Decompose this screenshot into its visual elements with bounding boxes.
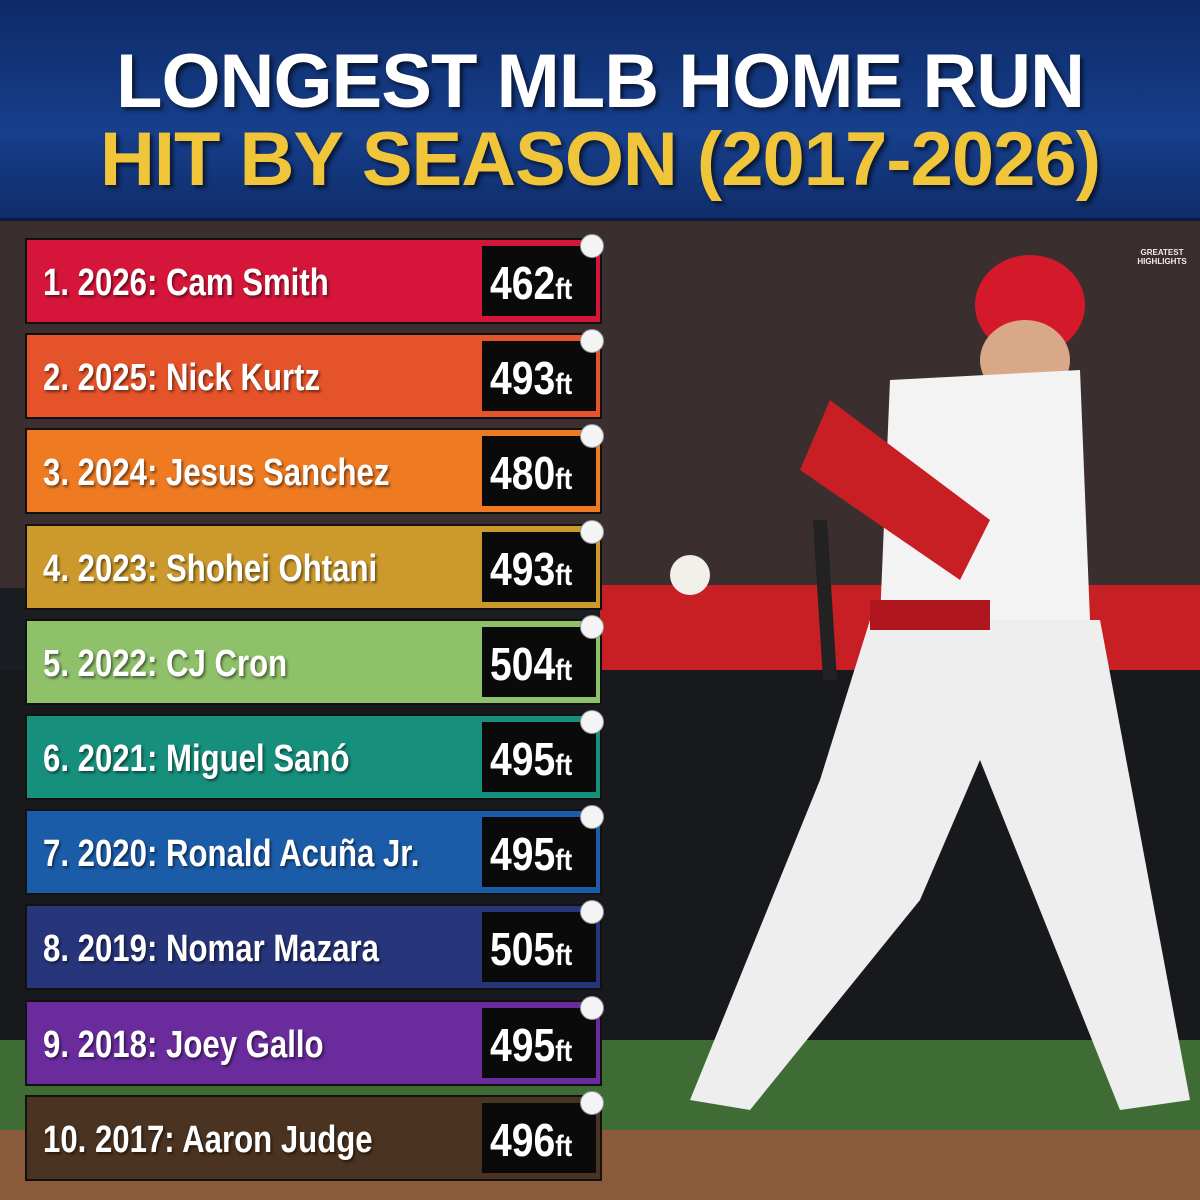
distance-value: 495 [490, 828, 556, 881]
ranking-row: 1. 2026: Cam Smith 462ft [25, 234, 604, 324]
baseball-icon [580, 234, 604, 258]
baseball-icon [580, 710, 604, 734]
distance-unit: ft [555, 749, 573, 782]
ranking-row: 9. 2018: Joey Gallo 495ft [25, 995, 604, 1086]
distance-value: 493 [490, 352, 556, 405]
distance-value: 495 [490, 733, 556, 785]
title-line: LONGEST MLB HOME RUN [116, 39, 1085, 124]
baseball-icon [580, 805, 604, 830]
ranking-row: 5. 2022: CJ Cron 504ft [25, 614, 604, 705]
distance-unit: ft [555, 653, 573, 687]
baseball-icon [580, 329, 604, 354]
row-label: 3. 2024: Jesus Sanchez [43, 452, 390, 495]
distance: 495ft [490, 732, 572, 786]
distance-unit: ft [555, 273, 573, 306]
distance-unit: ft [555, 844, 573, 878]
distance: 462ft [490, 256, 572, 310]
distance-value: 480 [490, 447, 556, 500]
distance-value: 462 [490, 257, 556, 309]
distance-value: 504 [490, 637, 556, 690]
distance-box: 493ft [482, 519, 604, 602]
logo-text: HIGHLIGHTS [1137, 257, 1187, 266]
distance-unit: ft [555, 939, 573, 973]
distance-value: 505 [490, 923, 556, 976]
logo-text: GREATEST [1140, 248, 1184, 257]
distance-unit: ft [555, 1129, 573, 1163]
distance-box: 495ft [482, 805, 604, 888]
row-label: 7. 2020: Ronald Acuña Jr. [43, 833, 420, 876]
distance: 493ft [490, 351, 572, 405]
distance-unit: ft [555, 463, 573, 497]
distance-value: 495 [490, 1018, 556, 1071]
row-label: 4. 2023: Shohei Ohtani [43, 547, 378, 590]
distance: 480ft [490, 446, 572, 500]
distance: 505ft [490, 922, 572, 976]
distance: 504ft [490, 637, 572, 691]
ranking-row: 7. 2020: Ronald Acuña Jr. 495ft [25, 805, 604, 896]
distance-unit: ft [555, 368, 573, 402]
row-label: 9. 2018: Joey Gallo [43, 1023, 324, 1066]
distance-value: 496 [490, 1113, 556, 1166]
baseball-icon [580, 1090, 604, 1115]
row-label: 5. 2022: CJ Cron [43, 642, 288, 685]
distance-box: 496ft [482, 1090, 604, 1173]
ranking-row: 6. 2021: Miguel Sanó 495ft [25, 710, 604, 800]
distance-box: 480ft [482, 424, 604, 507]
row-label: 2. 2025: Nick Kurtz [43, 357, 321, 400]
distance-box: 495ft [482, 995, 604, 1078]
distance-box: 495ft [482, 710, 604, 792]
row-label: 10. 2017: Aaron Judge [43, 1118, 373, 1161]
ranking-row: 4. 2023: Shohei Ohtani 493ft [25, 519, 604, 610]
distance-box: 493ft [482, 329, 604, 412]
header: LONGEST MLB HOME RUN HIT BY SEASON (2017… [0, 0, 1200, 221]
distance-box: 462ft [482, 234, 604, 316]
row-label: 1. 2026: Cam Smith [43, 262, 329, 304]
ranking-row: 8. 2019: Nomar Mazara 505ft [25, 900, 604, 991]
ranking-row: 3. 2024: Jesus Sanchez 480ft [25, 424, 604, 515]
distance: 496ft [490, 1113, 572, 1167]
ranking-row: 2. 2025: Nick Kurtz 493ft [25, 329, 604, 420]
distance-unit: ft [555, 1034, 573, 1068]
title-line: HIT BY SEASON (2017-2026) [100, 117, 1101, 202]
baseball-icon [580, 995, 604, 1020]
distance: 495ft [490, 827, 572, 881]
distance-value: 493 [490, 542, 556, 595]
baseball-icon [580, 900, 604, 925]
baseball-icon [580, 424, 604, 449]
row-label: 8. 2019: Nomar Mazara [43, 928, 380, 971]
ranking-row: 10. 2017: Aaron Judge 496ft [25, 1090, 604, 1181]
distance: 493ft [490, 542, 572, 596]
distance-box: 504ft [482, 614, 604, 697]
distance: 495ft [490, 1018, 572, 1072]
logo: GREATEST HIGHLIGHTS [1132, 248, 1192, 266]
distance-box: 505ft [482, 900, 604, 983]
distance-unit: ft [555, 558, 573, 592]
row-label: 6. 2021: Miguel Sanó [43, 738, 350, 780]
baseball-icon [580, 519, 604, 544]
baseball-icon [580, 614, 604, 639]
